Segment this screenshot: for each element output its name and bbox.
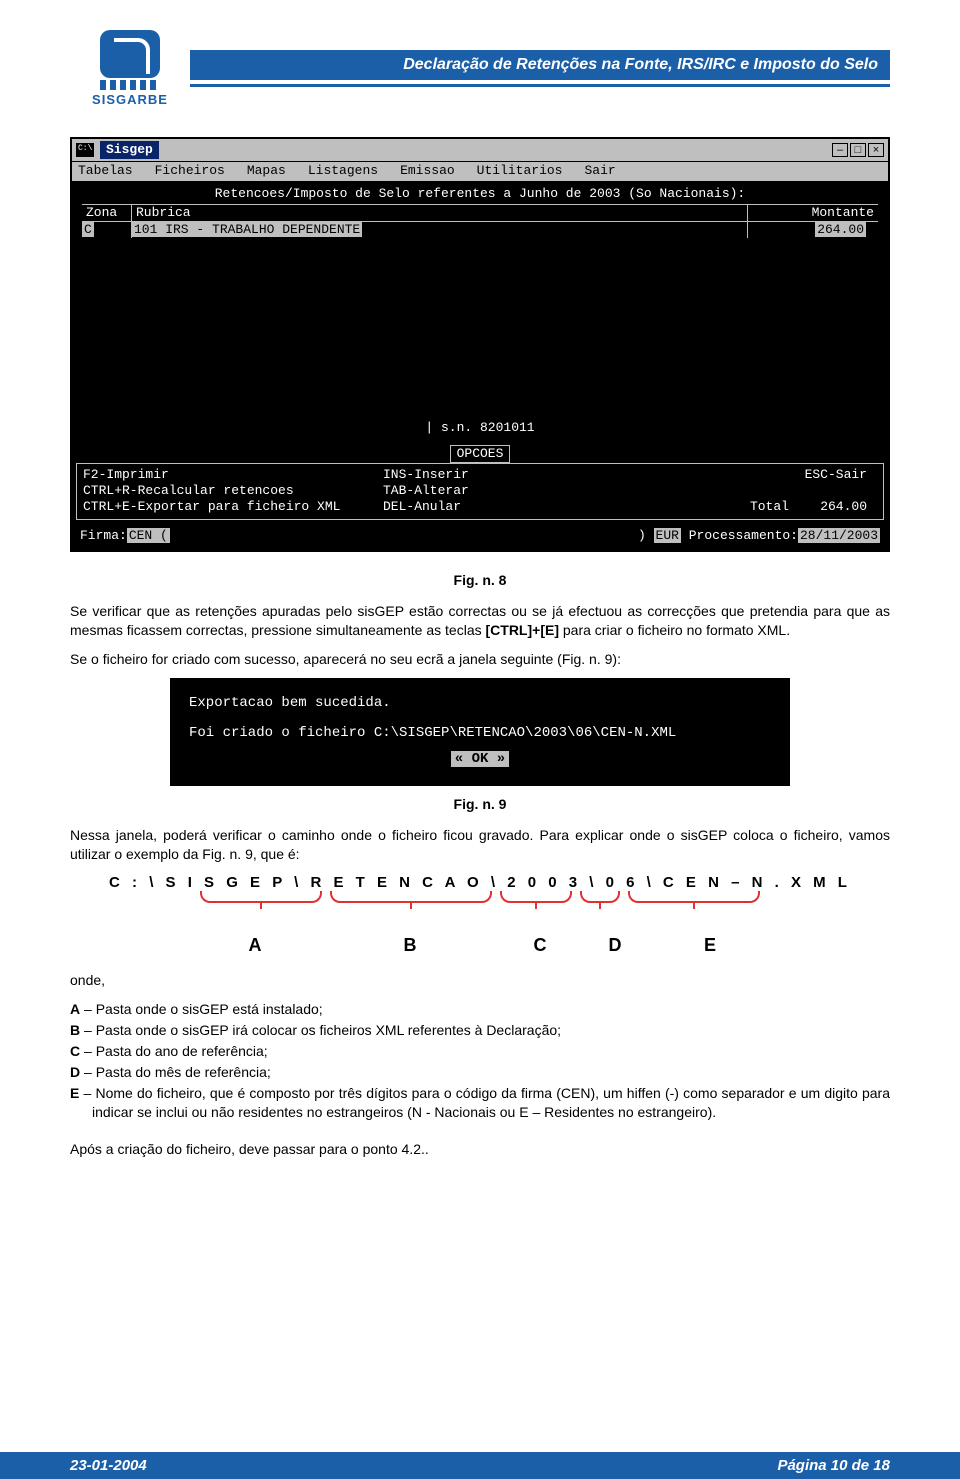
para-1: Se verificar que as retenções apuradas p… bbox=[70, 602, 890, 640]
term-status: | s.n. 8201011 bbox=[82, 418, 878, 438]
menu-tabelas[interactable]: Tabelas bbox=[78, 163, 133, 179]
logo: SISGARBE bbox=[70, 30, 190, 107]
def-A: A – Pasta onde o sisGEP está instalado; bbox=[70, 1000, 890, 1019]
logo-mark bbox=[100, 30, 160, 78]
cell-rubrica: 101 IRS - TRABALHO DEPENDENTE bbox=[132, 222, 748, 238]
maximize-icon[interactable]: □ bbox=[850, 143, 866, 157]
window-buttons: – □ × bbox=[832, 143, 884, 157]
letter-A: A bbox=[185, 935, 325, 956]
header-title: Declaração de Retenções na Fonte, IRS/IR… bbox=[190, 50, 890, 80]
para-4: Após a criação do ficheiro, deve passar … bbox=[70, 1140, 890, 1159]
fig9-caption: Fig. n. 9 bbox=[70, 796, 890, 812]
definition-list: A – Pasta onde o sisGEP está instalado; … bbox=[70, 1000, 890, 1121]
def-B: B – Pasta onde o sisGEP irá colocar os f… bbox=[70, 1021, 890, 1040]
menu-mapas[interactable]: Mapas bbox=[247, 163, 286, 179]
col-montante: Montante bbox=[748, 205, 878, 221]
col-rubrica: Rubrica bbox=[132, 205, 748, 221]
term-firma: Firma:CEN ( ) EUR Processamento:28/11/20… bbox=[72, 526, 888, 550]
table-row: C 101 IRS - TRABALHO DEPENDENTE 264.00 bbox=[82, 222, 878, 238]
firma-proc-label: Processamento: bbox=[681, 528, 798, 543]
page-header: SISGARBE Declaração de Retenções na Font… bbox=[70, 30, 890, 107]
dialog-line1: Exportacao bem sucedida. bbox=[189, 695, 771, 711]
file-path: C : \ S I S G E P \ R E T E N C A O \ 2 … bbox=[70, 874, 890, 891]
opt-del: DEL-Anular bbox=[383, 499, 563, 515]
menu-emissao[interactable]: Emissao bbox=[400, 163, 455, 179]
def-E: E – Nome do ficheiro, que é composto por… bbox=[70, 1084, 890, 1122]
letter-E: E bbox=[645, 935, 775, 956]
cmd-icon bbox=[76, 143, 94, 157]
dialog-ok[interactable]: « OK » bbox=[451, 751, 509, 767]
close-icon[interactable]: × bbox=[868, 143, 884, 157]
path-letters: A B C D E bbox=[70, 935, 890, 956]
menu-utilitarios[interactable]: Utilitarios bbox=[477, 163, 563, 179]
letter-D: D bbox=[585, 935, 645, 956]
opt-f2: F2-Imprimir bbox=[83, 467, 383, 483]
opt-tab: TAB-Alterar bbox=[383, 483, 563, 499]
logo-text: SISGARBE bbox=[70, 92, 190, 107]
dialog-line2: Foi criado o ficheiro C:\SISGEP\RETENCAO… bbox=[189, 725, 771, 741]
letter-C: C bbox=[495, 935, 585, 956]
opcoes-title: OPCOES bbox=[450, 445, 511, 463]
firma-eur: EUR bbox=[654, 528, 681, 543]
export-dialog: Exportacao bem sucedida. Foi criado o fi… bbox=[170, 678, 790, 786]
def-D: D – Pasta do mês de referência; bbox=[70, 1063, 890, 1082]
footer-date: 23-01-2004 bbox=[70, 1457, 147, 1474]
onde-label: onde, bbox=[70, 972, 890, 988]
path-braces bbox=[200, 891, 760, 921]
firma-value: CEN ( bbox=[127, 528, 170, 543]
para-3: Nessa janela, poderá verificar o caminho… bbox=[70, 826, 890, 864]
firma-label: Firma: bbox=[80, 528, 127, 543]
opt-ctrl-r: CTRL+R-Recalcular retencoes bbox=[83, 483, 383, 499]
firma-date: 28/11/2003 bbox=[798, 528, 880, 543]
term-menu: Tabelas Ficheiros Mapas Listagens Emissa… bbox=[72, 162, 888, 181]
def-C: C – Pasta do ano de referência; bbox=[70, 1042, 890, 1061]
letter-B: B bbox=[325, 935, 495, 956]
minimize-icon[interactable]: – bbox=[832, 143, 848, 157]
cell-montante: 264.00 bbox=[748, 222, 878, 238]
opt-total: Total 264.00 bbox=[563, 499, 877, 515]
opt-esc: ESC-Sair bbox=[563, 467, 877, 483]
opcoes-box: F2-Imprimir INS-Inserir ESC-Sair CTRL+R-… bbox=[76, 463, 884, 520]
menu-sair[interactable]: Sair bbox=[585, 163, 616, 179]
menu-ficheiros[interactable]: Ficheiros bbox=[155, 163, 225, 179]
fig8-caption: Fig. n. 8 bbox=[70, 572, 890, 588]
para-2: Se o ficheiro for criado com sucesso, ap… bbox=[70, 650, 890, 669]
page-footer: 23-01-2004 Página 10 de 18 bbox=[0, 1452, 960, 1479]
opt-ins: INS-Inserir bbox=[383, 467, 563, 483]
term-app-title: Sisgep bbox=[100, 141, 159, 159]
menu-listagens[interactable]: Listagens bbox=[308, 163, 378, 179]
term-columns: Zona Rubrica Montante bbox=[82, 204, 878, 222]
cell-zona: C bbox=[82, 222, 132, 238]
term-titlebar: Sisgep – □ × bbox=[72, 139, 888, 162]
logo-bars bbox=[100, 80, 160, 90]
header-underline bbox=[190, 84, 890, 87]
opt-ctrl-e: CTRL+E-Exportar para ficheiro XML bbox=[83, 499, 383, 515]
terminal-sisgep: Sisgep – □ × Tabelas Ficheiros Mapas Lis… bbox=[70, 137, 890, 552]
footer-page: Página 10 de 18 bbox=[777, 1457, 890, 1474]
term-subtitle: Retencoes/Imposto de Selo referentes a J… bbox=[82, 186, 878, 202]
col-zona: Zona bbox=[82, 205, 132, 221]
